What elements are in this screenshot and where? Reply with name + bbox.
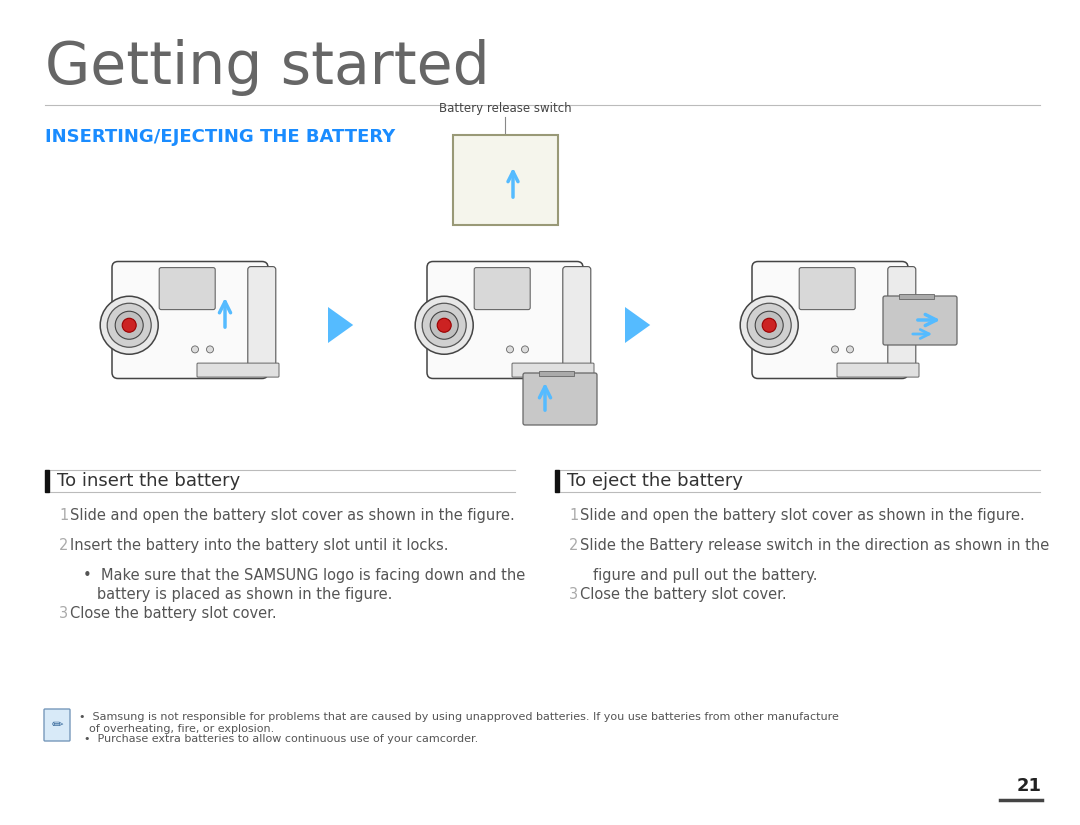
Ellipse shape	[122, 318, 136, 332]
FancyBboxPatch shape	[453, 135, 558, 225]
FancyBboxPatch shape	[512, 363, 594, 377]
Ellipse shape	[422, 304, 467, 347]
Text: Slide the Battery release switch in the direction as shown in the: Slide the Battery release switch in the …	[580, 538, 1050, 553]
FancyBboxPatch shape	[159, 267, 215, 309]
FancyBboxPatch shape	[752, 262, 908, 379]
Text: INSERTING/EJECTING THE BATTERY: INSERTING/EJECTING THE BATTERY	[45, 128, 395, 146]
Ellipse shape	[755, 311, 783, 339]
Polygon shape	[328, 307, 353, 343]
FancyBboxPatch shape	[427, 262, 583, 379]
Bar	[899, 294, 934, 299]
Bar	[45, 470, 49, 492]
Text: •  Purchase extra batteries to allow continuous use of your camcorder.: • Purchase extra batteries to allow cont…	[84, 734, 478, 744]
FancyBboxPatch shape	[563, 266, 591, 370]
FancyBboxPatch shape	[467, 142, 543, 218]
FancyBboxPatch shape	[837, 363, 919, 377]
FancyBboxPatch shape	[247, 266, 275, 370]
Ellipse shape	[507, 346, 513, 353]
FancyBboxPatch shape	[474, 267, 530, 309]
Text: figure and pull out the battery.: figure and pull out the battery.	[593, 568, 818, 583]
Text: Close the battery slot cover.: Close the battery slot cover.	[580, 587, 786, 602]
Ellipse shape	[847, 346, 853, 353]
FancyBboxPatch shape	[44, 709, 70, 741]
Ellipse shape	[415, 296, 473, 354]
Text: 21: 21	[1017, 777, 1042, 795]
Text: Battery release switch: Battery release switch	[438, 102, 571, 115]
Text: •  Samsung is not responsible for problems that are caused by using unapproved b: • Samsung is not responsible for problem…	[79, 712, 839, 722]
Text: Getting started: Getting started	[45, 40, 489, 97]
Text: of overheating, fire, or explosion.: of overheating, fire, or explosion.	[89, 724, 274, 734]
Text: ✏: ✏	[51, 718, 63, 732]
FancyBboxPatch shape	[523, 373, 597, 425]
Text: Slide and open the battery slot cover as shown in the figure.: Slide and open the battery slot cover as…	[580, 508, 1025, 523]
Text: battery is placed as shown in the figure.: battery is placed as shown in the figure…	[83, 587, 392, 602]
Text: 1: 1	[569, 508, 578, 523]
FancyBboxPatch shape	[888, 266, 916, 370]
Text: 1: 1	[59, 508, 68, 523]
Text: Slide and open the battery slot cover as shown in the figure.: Slide and open the battery slot cover as…	[70, 508, 515, 523]
Text: Close the battery slot cover.: Close the battery slot cover.	[70, 606, 276, 621]
Ellipse shape	[522, 346, 528, 353]
Ellipse shape	[437, 318, 451, 332]
FancyBboxPatch shape	[799, 267, 855, 309]
Text: •  Make sure that the SAMSUNG logo is facing down and the: • Make sure that the SAMSUNG logo is fac…	[83, 568, 525, 583]
Ellipse shape	[100, 296, 158, 354]
Text: 3: 3	[569, 587, 578, 602]
Ellipse shape	[206, 346, 214, 353]
Bar	[555, 470, 559, 492]
Ellipse shape	[191, 346, 199, 353]
Text: 2: 2	[569, 538, 579, 553]
Bar	[539, 371, 573, 376]
Text: 2: 2	[59, 538, 68, 553]
Ellipse shape	[747, 304, 792, 347]
FancyBboxPatch shape	[197, 363, 279, 377]
Ellipse shape	[107, 304, 151, 347]
Ellipse shape	[430, 311, 458, 339]
FancyBboxPatch shape	[112, 262, 268, 379]
Text: To eject the battery: To eject the battery	[567, 472, 743, 490]
Polygon shape	[625, 307, 650, 343]
Ellipse shape	[740, 296, 798, 354]
Ellipse shape	[832, 346, 838, 353]
FancyBboxPatch shape	[883, 296, 957, 345]
Ellipse shape	[762, 318, 777, 332]
Text: 3: 3	[59, 606, 68, 621]
Ellipse shape	[116, 311, 144, 339]
Text: To insert the battery: To insert the battery	[57, 472, 240, 490]
Text: Insert the battery into the battery slot until it locks.: Insert the battery into the battery slot…	[70, 538, 448, 553]
